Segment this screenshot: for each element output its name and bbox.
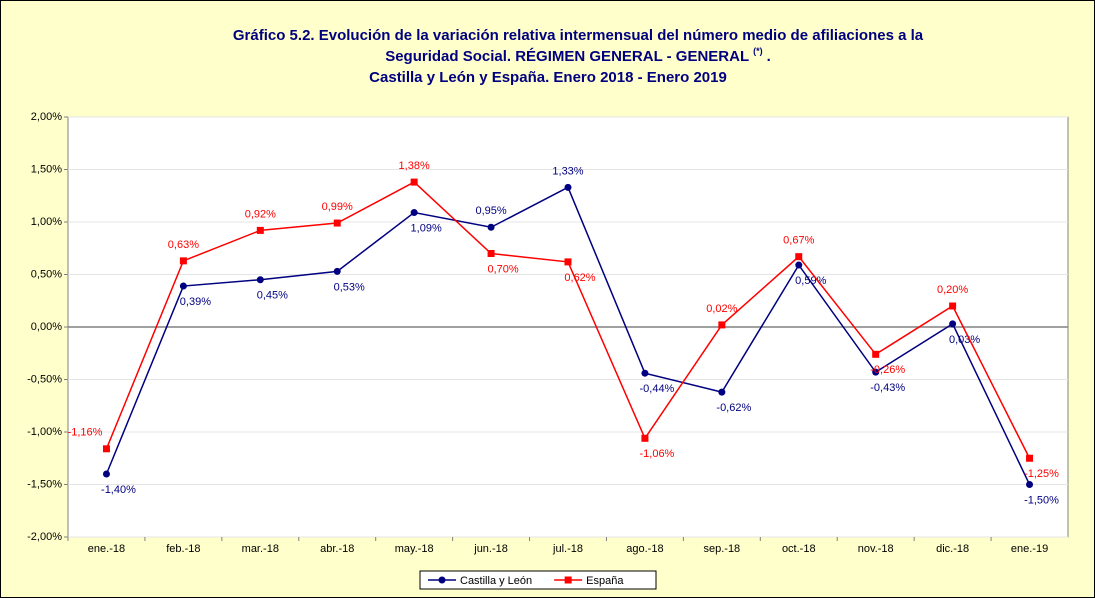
y-tick-label: 0,00% [31,321,62,333]
x-tick-label: abr.-18 [320,543,354,555]
point [179,257,187,265]
point [949,320,957,328]
x-tick-label: feb.-18 [166,543,200,555]
data-label: 0,99% [322,201,353,213]
point [102,470,110,478]
point [256,226,264,234]
point [333,267,341,275]
point [718,388,726,396]
point [795,253,803,261]
data-label: -0,62% [716,402,751,414]
point [949,302,957,310]
legend-marker [438,576,446,584]
chart-title: Gráfico 5.2. Evolución de la variación r… [233,27,924,44]
legend-label: España [586,575,624,587]
y-tick-label: 0,50% [31,268,62,280]
x-tick-label: ago.-18 [626,543,663,555]
data-label: 0,63% [168,239,199,251]
data-label: 0,03% [949,334,980,346]
data-label: -0,44% [639,383,674,395]
point [1026,481,1034,488]
x-tick-label: ene.-18 [88,543,125,555]
x-tick-label: dic.-18 [936,543,969,555]
x-tick-label: jun.-18 [473,543,508,555]
point [795,261,803,269]
data-label: 0,39% [180,296,211,308]
point [487,250,495,257]
legend-label: Castilla y León [460,575,532,587]
data-label: 0,62% [564,272,595,284]
title-note: (*) [753,46,763,56]
chart-title: Seguridad Social. RÉGIMEN GENERAL - GENE… [385,48,749,65]
x-tick-label: oct.-18 [782,543,816,555]
point [872,350,880,358]
data-label: 0,67% [783,235,814,247]
chart-title: . [767,48,771,65]
data-label: 0,53% [334,281,365,293]
x-tick-label: may.-18 [395,543,434,555]
y-tick-label: 2,00% [31,111,62,123]
point [102,445,110,453]
point [410,209,418,217]
y-tick-label: 1,50% [31,163,62,175]
data-label: -1,50% [1024,494,1059,506]
legend-box [419,570,657,590]
data-label: -0,26% [870,364,905,376]
x-tick-label: mar.-18 [242,543,279,555]
point [333,219,341,227]
point [718,321,726,329]
data-label: -1,40% [101,484,136,496]
x-tick-label: jul.-18 [552,543,583,555]
data-label: 0,70% [487,263,518,275]
data-label: -1,06% [639,448,674,460]
chart-title: Seguridad Social. RÉGIMEN GENERAL - GENE… [385,46,771,65]
point [179,282,187,290]
data-label: 1,38% [399,160,430,172]
y-tick-label: -2,00% [27,531,62,543]
data-label: -1,25% [1024,468,1059,480]
point [564,183,572,191]
x-tick-label: nov.-18 [858,543,894,555]
point [487,223,495,231]
chart-title: Castilla y León y España. Enero 2018 - E… [369,69,727,86]
data-label: 0,20% [937,284,968,296]
x-tick-label: ene.-19 [1011,543,1048,555]
point [564,258,572,266]
data-label: 1,33% [552,165,583,177]
y-tick-label: -0,50% [27,373,62,385]
y-tick-label: -1,50% [27,478,62,490]
data-label: 0,02% [706,303,737,315]
x-tick-label: sep.-18 [703,543,740,555]
point [410,178,418,186]
data-label: 0,95% [475,205,506,217]
point [641,369,649,377]
point [641,434,649,442]
y-tick-label: -1,00% [27,426,62,438]
data-label: -1,16% [68,427,103,439]
y-tick-label: 1,00% [31,216,62,228]
data-label: 0,92% [245,208,276,220]
point [1026,454,1034,462]
point [872,368,880,376]
data-label: 0,45% [257,290,288,302]
legend-marker [564,576,572,584]
data-label: 1,09% [411,222,442,234]
data-label: 0,59% [795,275,826,287]
data-label: -0,43% [870,382,905,394]
point [256,276,264,284]
